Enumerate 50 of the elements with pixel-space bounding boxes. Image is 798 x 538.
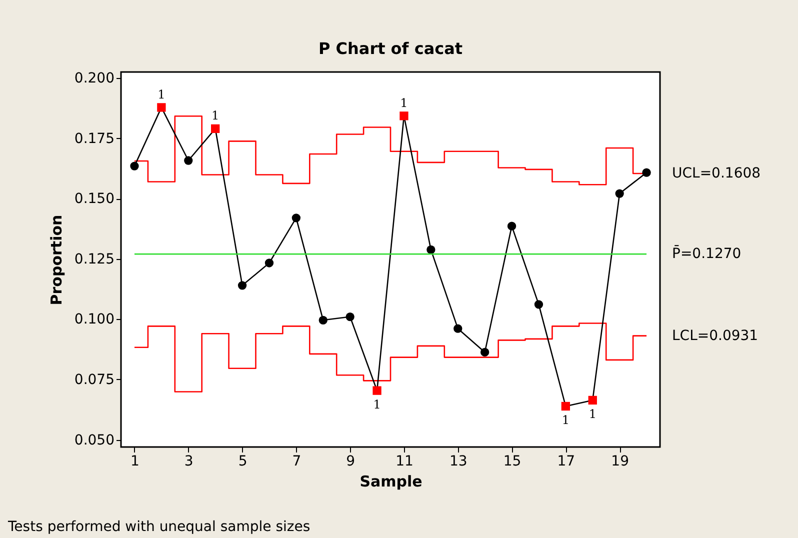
x-tick-label: 17 xyxy=(557,454,576,470)
annotation: 1 xyxy=(400,96,408,110)
annotation: 1 xyxy=(158,87,166,102)
x-tick-label: 7 xyxy=(292,454,302,470)
y-tick-label: 0.150 xyxy=(74,191,114,208)
point xyxy=(507,222,516,230)
text: Tests performed with unequal sample sizes xyxy=(7,519,310,535)
y-tick-label: 0.100 xyxy=(74,312,114,328)
point xyxy=(615,189,624,198)
point xyxy=(292,214,301,222)
point xyxy=(480,348,490,357)
x-tick-label: 11 xyxy=(396,454,414,470)
point xyxy=(318,316,328,324)
point xyxy=(534,300,544,309)
y-axis-title: Proportion xyxy=(47,214,66,306)
point xyxy=(588,396,597,405)
x-axis-title: Sample xyxy=(360,472,422,490)
point xyxy=(642,168,651,177)
x-tick-label: 9 xyxy=(346,454,356,470)
point xyxy=(372,386,382,395)
y-tick-label: 0.075 xyxy=(74,372,114,388)
x-tick-label: 3 xyxy=(184,454,194,470)
y-tick-label: 0.200 xyxy=(74,70,114,87)
annotation: 1 xyxy=(588,407,596,422)
annotation: 1 xyxy=(373,398,381,412)
x-tick-label: 13 xyxy=(449,454,468,470)
point xyxy=(346,312,354,322)
point xyxy=(400,112,408,120)
point xyxy=(238,281,247,290)
chart-title: P Chart of cacat xyxy=(318,39,463,58)
annotation: 1 xyxy=(212,108,220,123)
point xyxy=(210,124,220,133)
x-tick-label: 1 xyxy=(130,454,140,470)
x-tick-label: 19 xyxy=(611,454,629,470)
point xyxy=(264,258,274,268)
point xyxy=(454,324,462,333)
point xyxy=(426,245,436,254)
annotation: 1 xyxy=(562,413,570,428)
series-label: LCL=0.0931 xyxy=(672,328,758,344)
x-tick-label: 5 xyxy=(238,454,248,470)
series-label: UCL=0.1608 xyxy=(672,166,761,182)
ref-line-label: P̄=0.1270 xyxy=(672,244,742,262)
point xyxy=(130,162,139,170)
point xyxy=(157,103,166,112)
x-tick-label: 15 xyxy=(503,454,522,470)
point xyxy=(561,402,570,411)
y-tick-label: 0.125 xyxy=(74,251,114,268)
point xyxy=(184,156,193,165)
y-tick-label: 0.050 xyxy=(74,432,114,448)
y-tick-label: 0.175 xyxy=(74,130,114,147)
